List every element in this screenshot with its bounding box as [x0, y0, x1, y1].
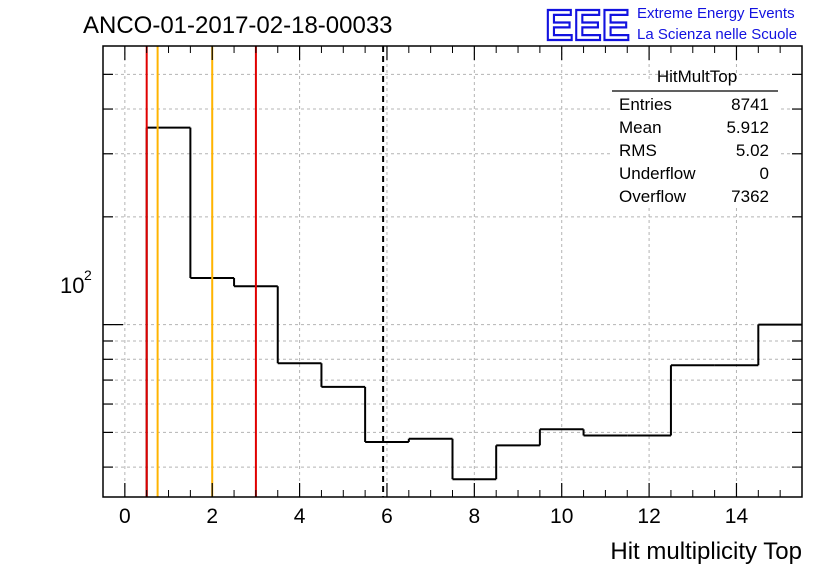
stats-value: 5.912: [726, 118, 769, 137]
stats-row-entries: Entries 8741: [619, 95, 769, 114]
stats-label: RMS: [619, 141, 657, 160]
stats-row-overflow: Overflow 7362: [619, 187, 769, 206]
x-axis-title: Hit multiplicity Top: [610, 538, 802, 565]
logo-line-1: Extreme Energy Events: [637, 5, 795, 22]
x-tick-label: 2: [206, 505, 218, 528]
stats-label: Mean: [619, 118, 662, 137]
stats-row-rms: RMS 5.02: [619, 141, 769, 160]
stats-box-background: [612, 80, 778, 206]
x-tick-label: 4: [294, 505, 306, 528]
stats-value: 7362: [731, 187, 769, 206]
chart-title: ANCO-01-2017-02-18-00033: [83, 12, 393, 39]
reference-lines: [145, 46, 385, 497]
stats-label: Underflow: [619, 164, 696, 183]
stats-value: 0: [760, 164, 769, 183]
x-tick-label: 6: [381, 505, 393, 528]
x-tick-label: 10: [550, 505, 573, 528]
x-tick-label: 14: [725, 505, 749, 528]
logo-line-2: La Scienza nelle Scuole: [637, 26, 797, 43]
y-tick-base: 10: [60, 273, 84, 298]
stats-value: 5.02: [736, 141, 769, 160]
stats-row-mean: Mean 5.912: [619, 118, 769, 137]
stats-value: 8741: [731, 95, 769, 114]
stats-row-underflow: Underflow 0: [619, 164, 769, 183]
stats-box: HitMultTop Entries 8741 Mean 5.912 RMS 5…: [612, 67, 778, 206]
stats-label: Entries: [619, 95, 672, 114]
stats-title: HitMultTop: [657, 67, 737, 86]
axes: 0 2 4 6 8 10 12 14: [102, 46, 803, 528]
x-tick-label: 12: [637, 505, 660, 528]
y-tick-label-100: 10 2: [60, 267, 92, 298]
x-tick-label: 8: [469, 505, 481, 528]
stats-label: Overflow: [619, 187, 687, 206]
eee-logo: EEE: [545, 1, 630, 50]
x-tick-label: 0: [119, 505, 131, 528]
y-tick-exponent: 2: [84, 267, 92, 283]
